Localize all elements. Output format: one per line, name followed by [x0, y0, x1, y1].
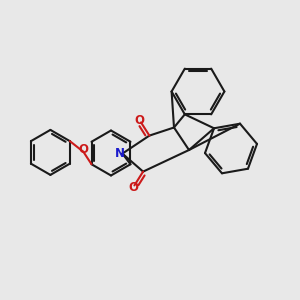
Text: O: O	[134, 114, 145, 127]
Text: O: O	[78, 143, 88, 156]
Text: O: O	[128, 181, 138, 194]
Text: N: N	[115, 147, 125, 160]
